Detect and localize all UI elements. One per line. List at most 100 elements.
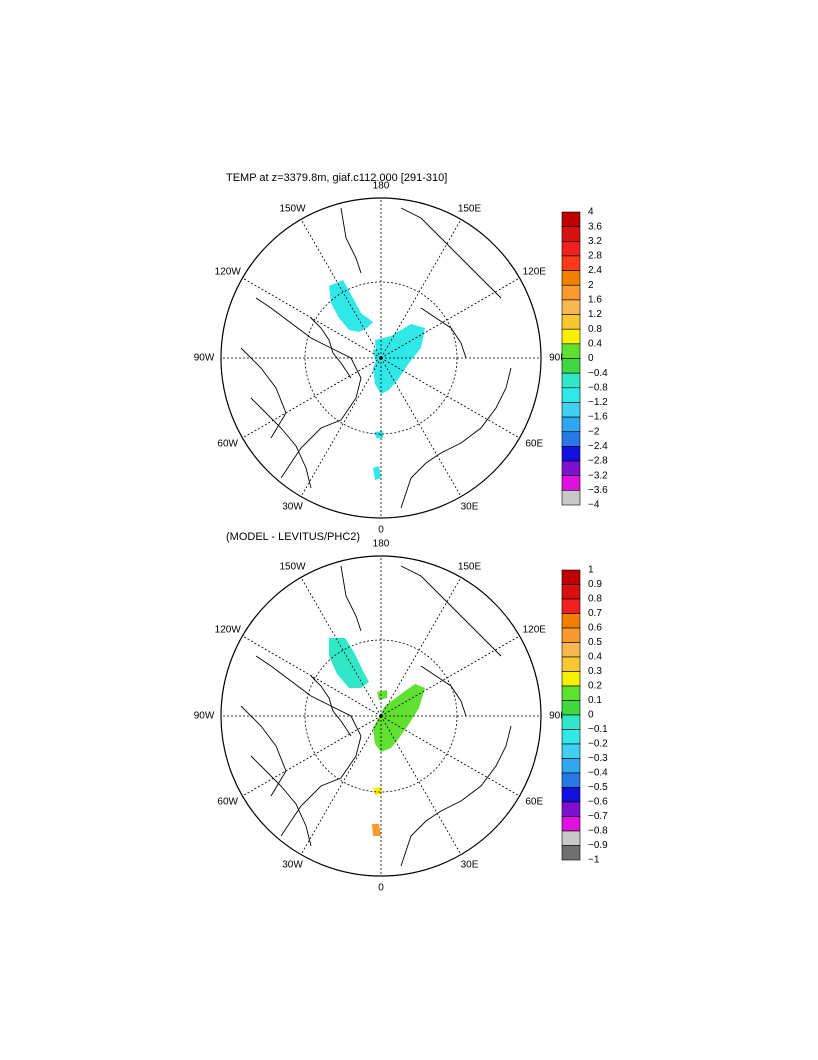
colorbar-label: 3.2 bbox=[588, 236, 602, 247]
colorbar-label: −0.2 bbox=[588, 739, 608, 750]
meridian bbox=[300, 219, 382, 359]
data-field bbox=[373, 787, 382, 795]
longitude-label: 30W bbox=[282, 502, 303, 513]
meridian bbox=[380, 715, 462, 855]
longitude-label: 150E bbox=[458, 562, 482, 573]
coastline bbox=[310, 675, 352, 737]
colorbar-label: 4 bbox=[588, 207, 594, 218]
colorbar-label: 1.2 bbox=[588, 309, 602, 320]
colorbar-box bbox=[561, 758, 581, 774]
colorbar-box bbox=[561, 801, 581, 817]
coastline bbox=[240, 347, 287, 439]
coastline bbox=[420, 307, 467, 359]
coastline bbox=[240, 705, 287, 797]
data-field bbox=[373, 348, 381, 360]
coastline bbox=[250, 397, 312, 489]
colorbar-label: −3.2 bbox=[588, 470, 608, 481]
colorbar-box bbox=[561, 598, 581, 614]
colorbar-box bbox=[561, 211, 581, 227]
colorbar-box bbox=[561, 226, 581, 242]
colorbar-label: 0.2 bbox=[588, 681, 602, 692]
meridian bbox=[380, 357, 462, 497]
colorbar-label: 0.6 bbox=[588, 623, 602, 634]
longitude-label: 120W bbox=[215, 267, 242, 278]
colorbar-label: 1 bbox=[588, 565, 594, 576]
meridian bbox=[242, 635, 382, 717]
data-field bbox=[375, 431, 383, 438]
coastline bbox=[250, 755, 312, 847]
colorbar-label: 0 bbox=[588, 710, 594, 721]
colorbar-label: −0.5 bbox=[588, 782, 608, 793]
meridian bbox=[380, 219, 462, 359]
coastline bbox=[400, 565, 502, 657]
colorbar-box bbox=[561, 816, 581, 832]
colorbar-box bbox=[561, 714, 581, 730]
data-field bbox=[377, 690, 387, 700]
longitude-label: 0 bbox=[378, 525, 384, 536]
longitude-label: 120E bbox=[523, 625, 547, 636]
colorbar-box bbox=[561, 446, 581, 462]
colorbar-box bbox=[561, 314, 581, 330]
colorbar-box bbox=[561, 431, 581, 447]
colorbar-box bbox=[561, 627, 581, 643]
meridian bbox=[380, 277, 520, 359]
colorbar-label: 3.6 bbox=[588, 221, 602, 232]
coastline bbox=[340, 207, 362, 274]
colorbar-label: −0.7 bbox=[588, 811, 608, 822]
colorbar-box bbox=[561, 671, 581, 687]
coastline bbox=[340, 565, 362, 632]
colorbar-box bbox=[561, 830, 581, 846]
colorbar-box bbox=[561, 328, 581, 345]
data-field bbox=[373, 466, 381, 480]
meridian bbox=[380, 635, 520, 717]
longitude-label: 150W bbox=[279, 562, 306, 573]
longitude-label: 60E bbox=[525, 439, 543, 450]
colorbar-box bbox=[561, 685, 581, 701]
longitude-label: 90E bbox=[549, 353, 567, 364]
colorbar-label: 0.7 bbox=[588, 608, 602, 619]
data-field bbox=[373, 684, 425, 752]
colorbar-box bbox=[561, 387, 581, 403]
colorbar-label: −2.8 bbox=[588, 456, 608, 467]
colorbar-box bbox=[561, 299, 581, 315]
colorbar-box bbox=[561, 772, 581, 788]
data-field bbox=[329, 638, 369, 688]
longitude-label: 60W bbox=[217, 439, 238, 450]
colorbar-box bbox=[561, 729, 581, 745]
longitude-label: 120W bbox=[215, 625, 242, 636]
longitude-label: 150W bbox=[279, 204, 306, 215]
longitude-label: 90W bbox=[194, 353, 215, 364]
colorbar-label: 0.8 bbox=[588, 594, 602, 605]
colorbar-label: −2.4 bbox=[588, 441, 608, 452]
colorbar-label: −4 bbox=[588, 500, 600, 511]
colorbar-box bbox=[561, 270, 581, 286]
colorbar-box bbox=[561, 416, 581, 433]
colorbar-label: 0.1 bbox=[588, 695, 602, 706]
colorbar-box bbox=[561, 372, 581, 389]
colorbar-box bbox=[561, 700, 581, 716]
map-boundary bbox=[220, 197, 542, 519]
colorbar-box bbox=[561, 402, 581, 418]
longitude-label: 180 bbox=[373, 539, 390, 550]
map-title: TEMP at z=3379.8m, giaf.c112.000 [291-31… bbox=[226, 172, 447, 184]
data-field bbox=[372, 824, 381, 836]
coastline bbox=[400, 367, 512, 509]
coastline bbox=[255, 297, 362, 479]
colorbar-label: 0.8 bbox=[588, 324, 602, 335]
colorbar-box bbox=[561, 490, 581, 506]
colorbar-label: 0.4 bbox=[588, 338, 602, 349]
colorbar-label: −0.8 bbox=[588, 382, 608, 393]
colorbar-box bbox=[561, 845, 581, 861]
colorbar-label: −1 bbox=[588, 855, 600, 866]
colorbar-box bbox=[561, 743, 581, 759]
meridian bbox=[300, 715, 382, 855]
colorbar-label: −0.9 bbox=[588, 840, 608, 851]
colorbar-label: −1.6 bbox=[588, 412, 608, 423]
colorbar-label: 0.5 bbox=[588, 637, 602, 648]
longitude-label: 60W bbox=[217, 797, 238, 808]
colorbar-box bbox=[561, 613, 581, 629]
map-boundary bbox=[220, 555, 542, 877]
colorbar-box bbox=[561, 460, 581, 476]
longitude-label: 30E bbox=[461, 502, 479, 513]
